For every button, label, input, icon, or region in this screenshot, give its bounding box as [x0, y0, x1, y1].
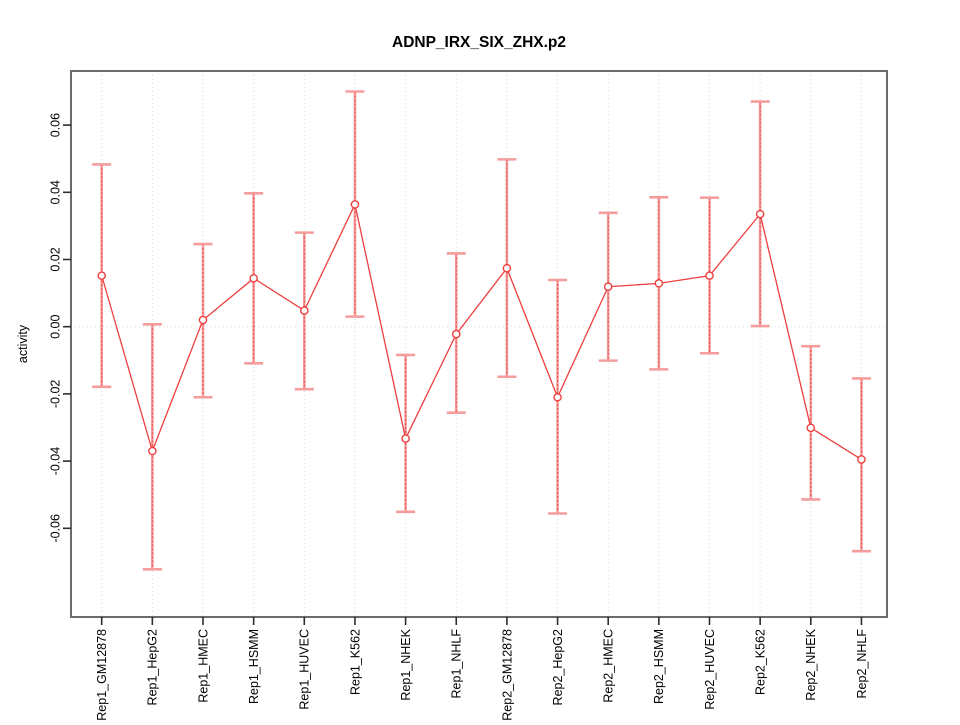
data-point: [451, 329, 461, 339]
data-point: [401, 434, 410, 443]
x-tick-label: Rep2_NHLF: [855, 629, 869, 699]
data-point: [603, 282, 613, 292]
x-tick-label: Rep1_HepG2: [146, 629, 160, 705]
data-point: [654, 279, 664, 288]
x-tick-label: Rep1_NHLF: [450, 629, 464, 699]
y-tick-label: 0.00: [48, 314, 62, 338]
x-tick-label: Rep2_HepG2: [551, 629, 565, 705]
data-point: [755, 209, 765, 219]
x-tick-label: Rep2_HSMM: [652, 629, 666, 704]
x-tick-label: Rep2_K562: [754, 629, 768, 695]
series-line: [101, 202, 862, 460]
data-point: [857, 455, 866, 464]
x-tick-label: Rep1_HSMM: [247, 629, 261, 704]
y-tick-label: 0.06: [48, 113, 62, 137]
data-point: [148, 446, 157, 456]
plot-area: 0.06 0.04 0.02 0.00 -0.02 -0.04 -0.06 Rep1_GM12…: [48, 70, 888, 721]
data-point: [299, 306, 309, 315]
plot-box: [70, 70, 888, 618]
data-point: [502, 263, 512, 273]
y-tick-label: 0.04: [48, 180, 62, 204]
y-tick-label: -0.02: [48, 380, 62, 409]
y-tick-label: -0.06: [48, 514, 62, 543]
x-tick-label: Rep2_HUVEC: [703, 629, 717, 710]
x-tick-label: Rep1_NHEK: [399, 628, 413, 700]
data-point: [97, 271, 106, 280]
data-point: [705, 271, 714, 280]
data-point: [350, 200, 360, 209]
data-point: [198, 315, 208, 325]
x-tick-label: Rep1_HUVEC: [298, 629, 312, 710]
x-tick-label: Rep1_K562: [348, 629, 362, 695]
x-tick-label: Rep2_NHEK: [804, 628, 818, 700]
data-point: [553, 392, 562, 402]
data-point: [249, 274, 258, 283]
x-tick-label: Rep1_HMEC: [196, 629, 210, 703]
x-tick-label: Rep1_GM12878: [95, 629, 109, 720]
y-tick-label: -0.04: [48, 447, 62, 476]
y-tick-label: 0.02: [48, 247, 62, 271]
chart-title: ADNP_IRX_SIX_ZHX.p2: [392, 34, 566, 51]
x-tick-label: Rep2_HMEC: [602, 629, 616, 703]
data-point: [806, 423, 816, 433]
x-tick-label: Rep2_GM12878: [500, 629, 514, 720]
y-axis-label: activity: [16, 324, 30, 363]
